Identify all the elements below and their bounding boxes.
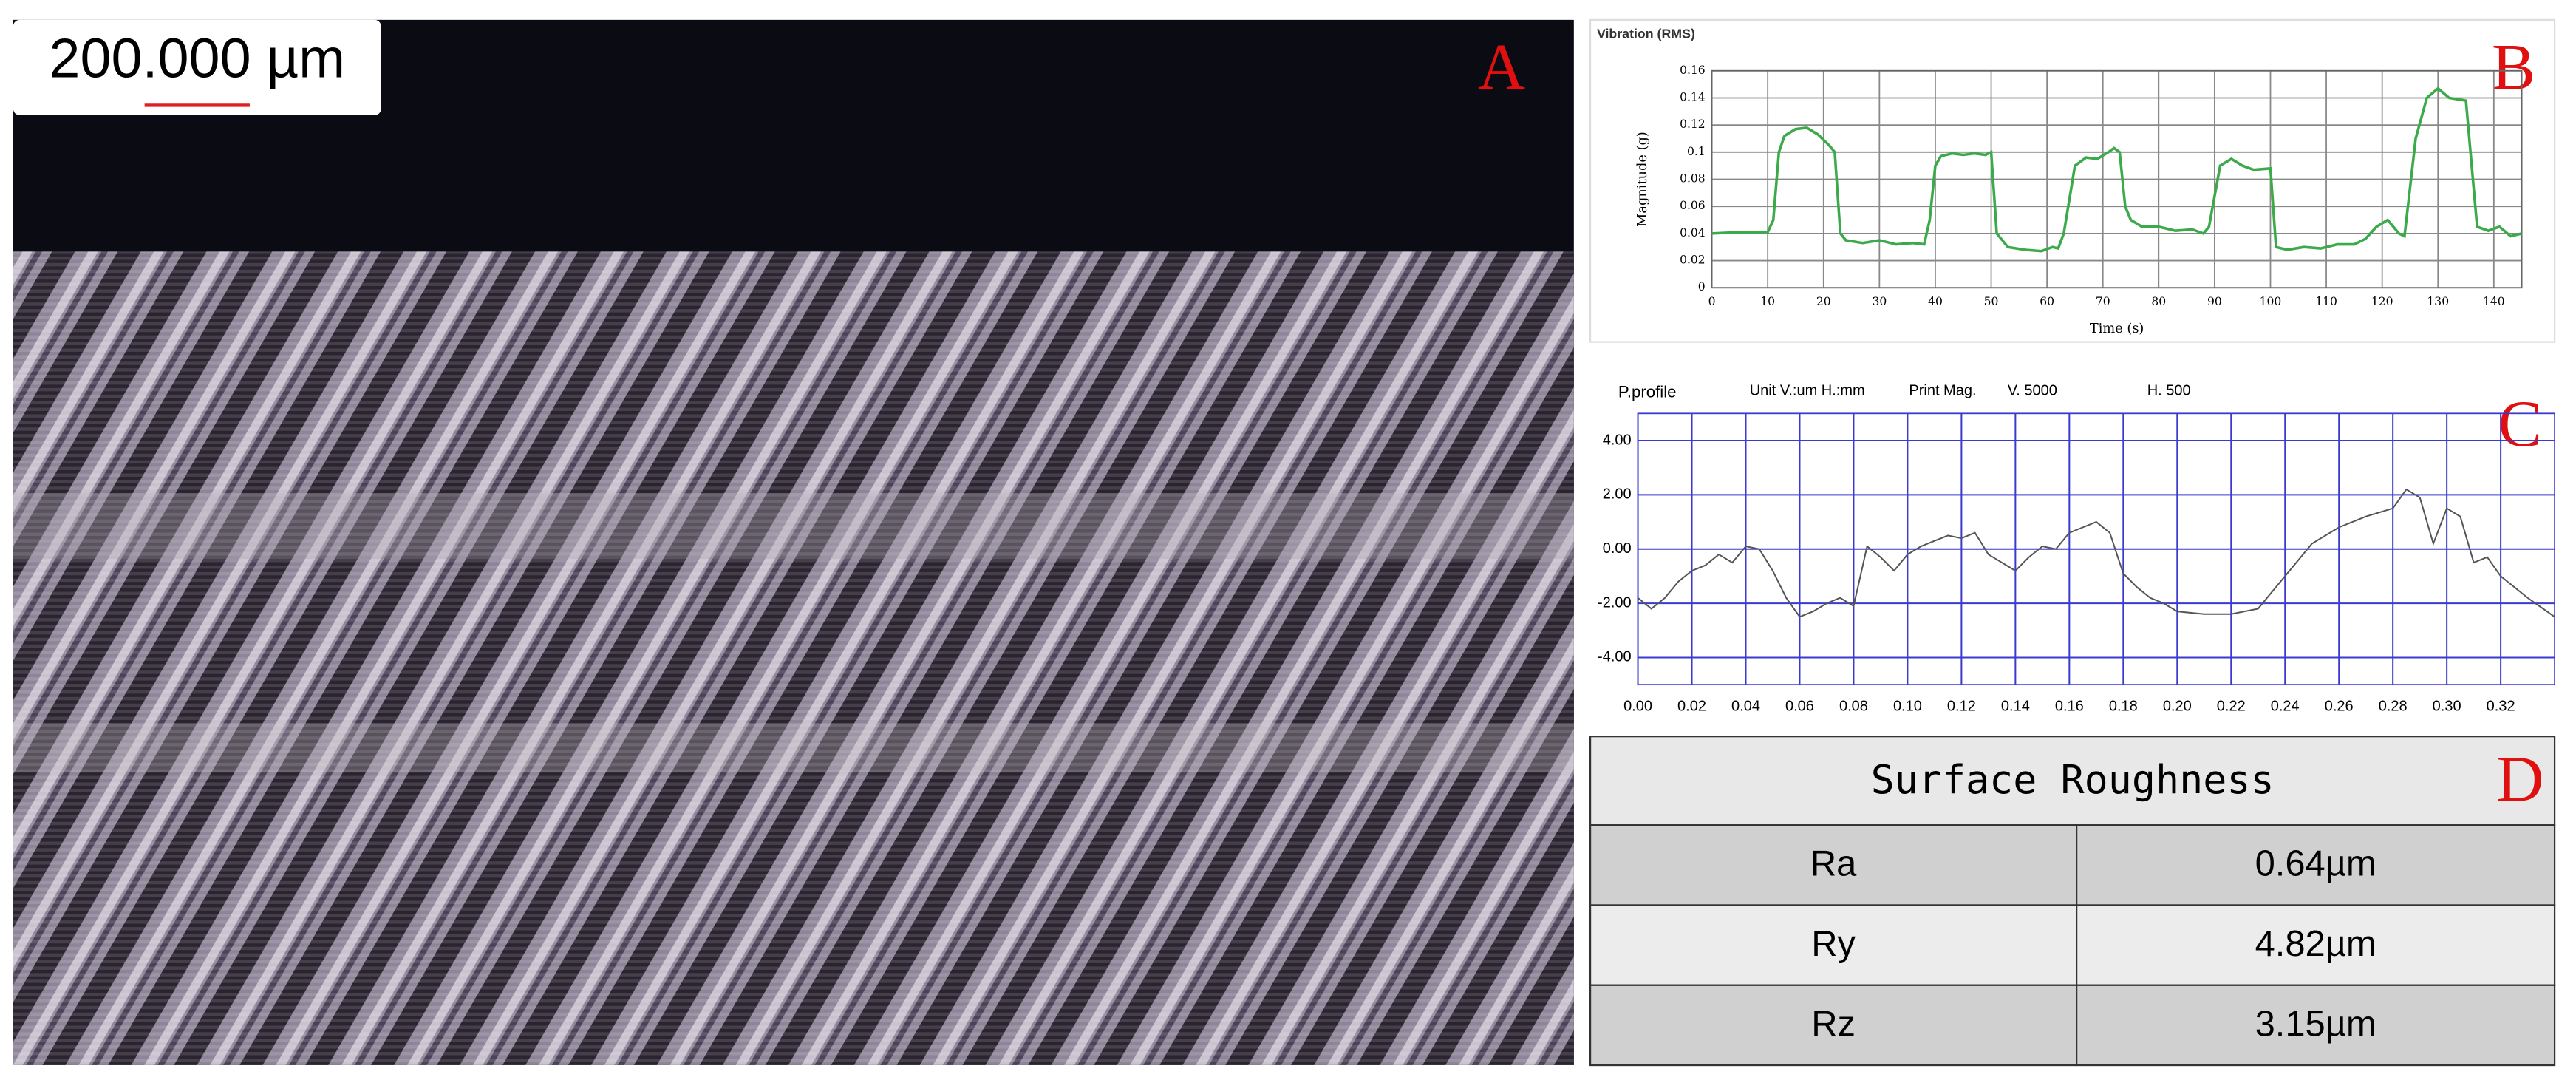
x-tick-label: 60 xyxy=(2040,295,2054,308)
x-tick-label: 0.14 xyxy=(2001,698,2030,714)
table-cell-text: 4.82µm xyxy=(2255,924,2376,964)
y-tick-label: 0.00 xyxy=(1603,540,1632,557)
table-cell-text: 3.15µm xyxy=(2255,1004,2376,1044)
x-tick-label: 0.16 xyxy=(2055,698,2084,714)
y-tick-label: 0.02 xyxy=(1680,254,1706,267)
annotation: Print Mag. xyxy=(1909,383,1976,399)
x-tick-label: 0.00 xyxy=(1623,698,1652,714)
x-tick-label: 20 xyxy=(1816,295,1831,308)
y-tick-label: 0.12 xyxy=(1680,118,1706,131)
micrograph-band xyxy=(13,723,1574,773)
y-tick-label: 2.00 xyxy=(1603,486,1632,503)
x-tick-label: 30 xyxy=(1872,295,1887,308)
table-cell-text: 0.64µm xyxy=(2255,844,2376,884)
table-cell-text: Rz xyxy=(1811,1004,1856,1044)
panel-a: 200.000 µm A xyxy=(13,19,1574,1065)
x-tick-label: 100 xyxy=(2260,295,2282,308)
panel-label: B xyxy=(2492,32,2535,104)
y-tick-label: 0.16 xyxy=(1680,64,1706,77)
y-tick-label: 0.04 xyxy=(1680,226,1706,240)
y-tick-label: 0 xyxy=(1698,280,1706,293)
plot-frame xyxy=(1711,69,2523,289)
annotation: Unit V.:um H.:mm xyxy=(1750,383,1865,399)
panel-label: C xyxy=(2498,388,2542,461)
table-cell xyxy=(2076,904,2556,986)
x-tick-label: 140 xyxy=(2483,295,2505,308)
y-tick-label: -2.00 xyxy=(1598,594,1632,611)
table-cell-text: Ra xyxy=(1810,844,1857,884)
x-tick-label: 70 xyxy=(2096,295,2110,308)
x-tick-label: 0.24 xyxy=(2271,698,2300,714)
plot-frame xyxy=(1637,412,2555,686)
x-tick-label: 110 xyxy=(2315,295,2337,308)
data-line xyxy=(1637,488,2555,618)
x-tick-label: 120 xyxy=(2371,295,2393,308)
micrograph-band xyxy=(13,493,1574,560)
x-tick-label: 0.10 xyxy=(1893,698,1922,714)
x-tick-label: 40 xyxy=(1928,295,1943,308)
x-tick-label: 0.06 xyxy=(1785,698,1814,714)
x-axis-label: Time (s) xyxy=(2090,321,2144,336)
chart-title: Vibration (RMS) xyxy=(1597,27,1695,41)
x-tick-label: 10 xyxy=(1760,295,1775,308)
y-tick-label: 0.08 xyxy=(1680,172,1706,186)
chart-title: P.profile xyxy=(1618,382,1677,401)
y-axis-label: Magnitude (g) xyxy=(1635,132,1650,227)
table-header-cell xyxy=(1589,736,2556,826)
table-title: Surface Roughness xyxy=(1871,756,2275,803)
y-tick-label: 0.14 xyxy=(1680,90,1706,103)
x-tick-label: 0.30 xyxy=(2433,698,2461,714)
x-tick-label: 0.22 xyxy=(2217,698,2246,714)
table-cell xyxy=(2076,984,2556,1067)
annotation: V. 5000 xyxy=(2008,383,2057,399)
table-cell xyxy=(1589,984,2078,1067)
x-tick-label: 0.08 xyxy=(1839,698,1868,714)
y-tick-label: 4.00 xyxy=(1603,432,1632,448)
table-cell-text: Ry xyxy=(1811,924,1856,964)
x-tick-label: 0.12 xyxy=(1947,698,1976,714)
micrograph-texture xyxy=(13,251,1574,1065)
x-tick-label: 80 xyxy=(2151,295,2166,308)
x-tick-label: 0.32 xyxy=(2487,698,2515,714)
x-tick-label: 0.02 xyxy=(1677,698,1706,714)
x-tick-label: 50 xyxy=(1984,295,1999,308)
scale-bar-box xyxy=(13,19,381,115)
x-tick-label: 0.04 xyxy=(1731,698,1760,714)
x-tick-label: 90 xyxy=(2207,295,2222,308)
x-tick-label: 0.18 xyxy=(2109,698,2138,714)
x-tick-label: 0.28 xyxy=(2379,698,2408,714)
y-tick-label: 0.1 xyxy=(1687,145,1706,158)
table-cell xyxy=(2076,824,2556,906)
x-tick-label: 0 xyxy=(1708,295,1716,308)
panel-label: D xyxy=(2496,743,2543,815)
panel-d: Surface Roughness Ra 0.64µm Ry 4.82µm Rz 3.15µ… xyxy=(1589,736,2556,1067)
x-tick-label: 130 xyxy=(2427,295,2449,308)
annotation: H. 500 xyxy=(2147,383,2191,399)
panel-label: A xyxy=(1478,32,1525,104)
scale-bar-label: 200.000 µm xyxy=(49,28,345,90)
data-line xyxy=(1711,86,2523,253)
table-cell xyxy=(1589,824,2078,906)
y-tick-label: -4.00 xyxy=(1598,649,1632,665)
x-tick-label: 0.20 xyxy=(2163,698,2192,714)
x-tick-label: 0.26 xyxy=(2325,698,2354,714)
y-tick-label: 0.06 xyxy=(1680,199,1706,212)
